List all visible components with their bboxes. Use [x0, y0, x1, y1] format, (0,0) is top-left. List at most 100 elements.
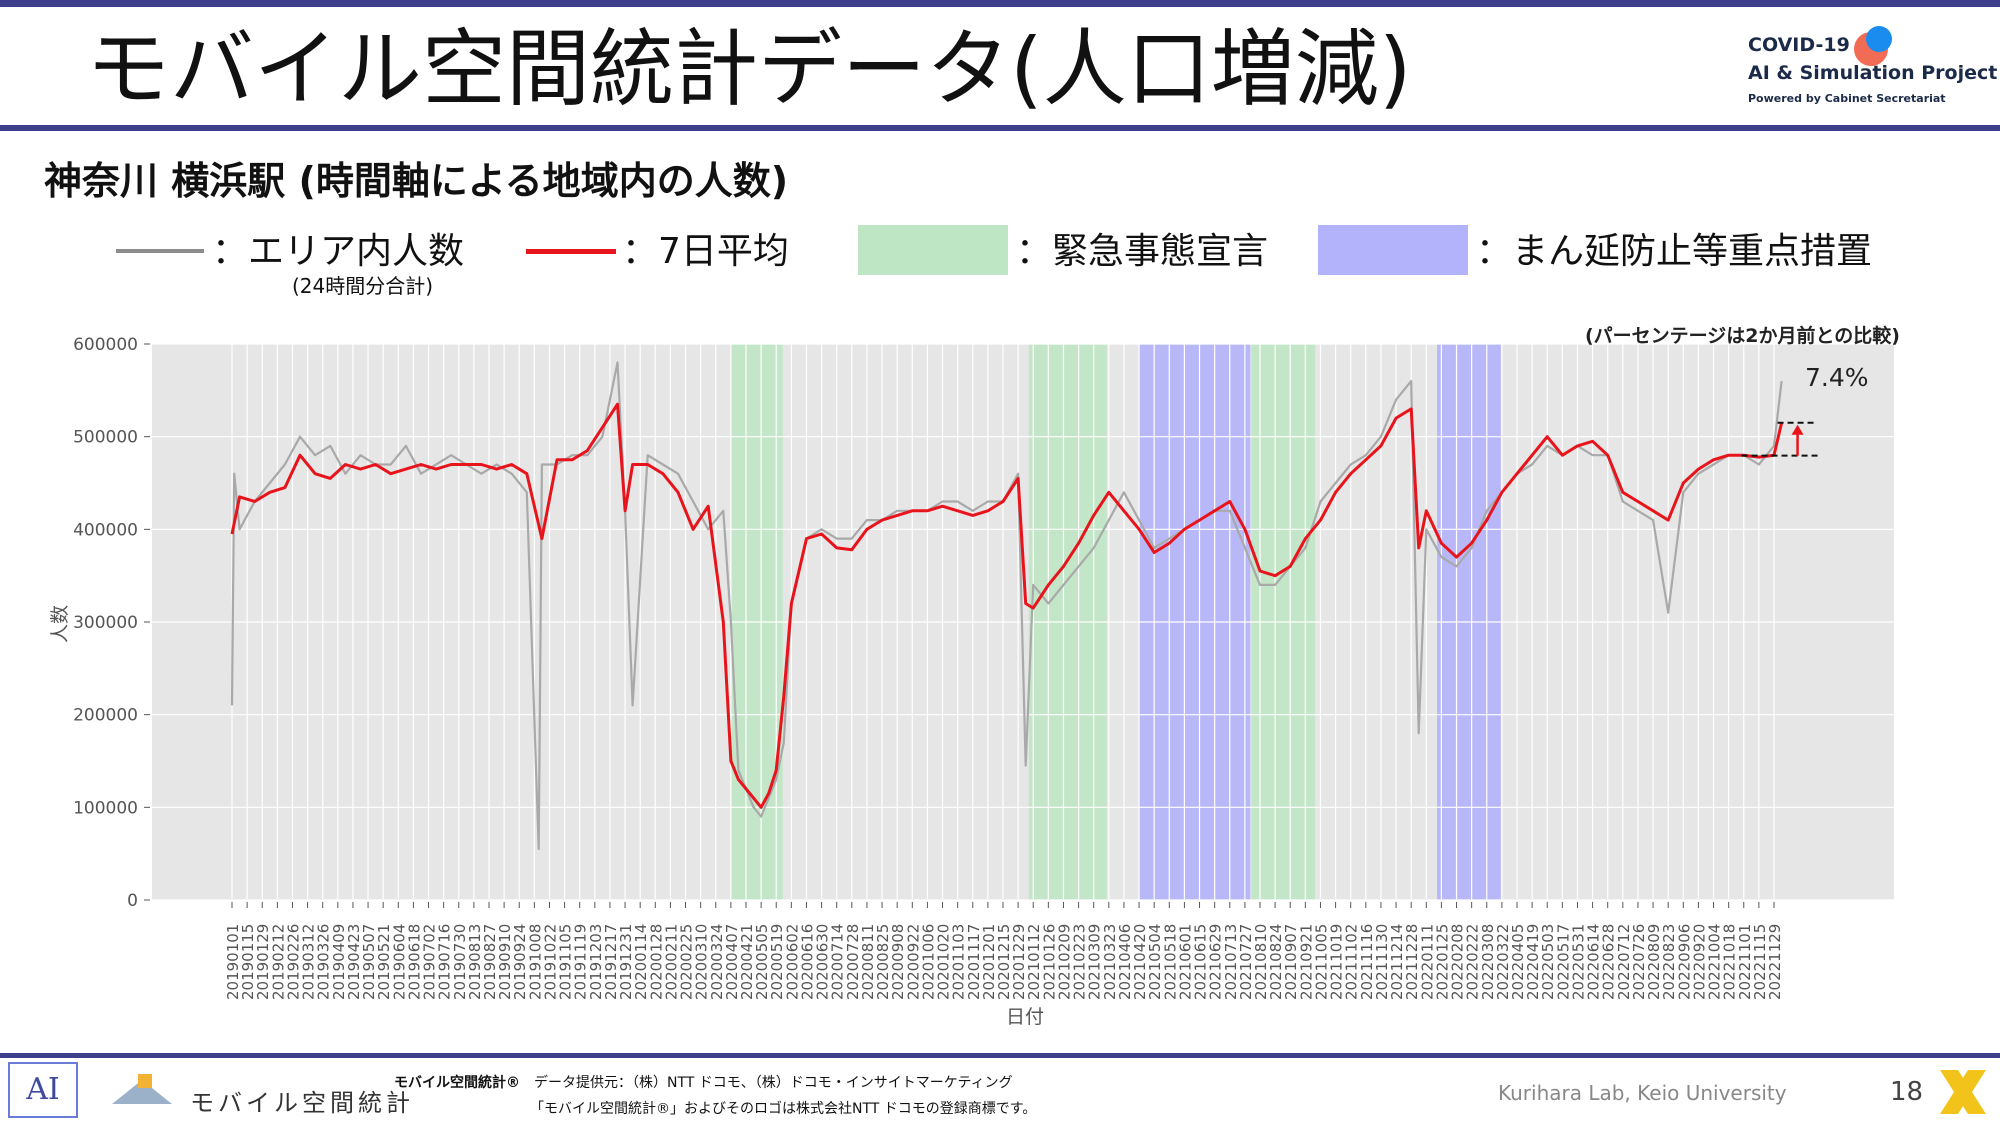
x-tick-label: 20190115: [239, 924, 257, 1000]
x-tick-label: 20200630: [814, 924, 832, 1000]
y-tick-label: 0: [127, 891, 138, 911]
x-tick-label: 20200407: [723, 924, 741, 1000]
x-tick-label: 20200128: [647, 924, 665, 1000]
x-tick-label: 20201201: [980, 924, 998, 1000]
legend-manbou-label: ：まん延防止等重点措置: [1476, 231, 1873, 272]
x-tick-label: 20210601: [1176, 924, 1194, 1000]
footer-trademark-note: 「モバイル空間統計®」およびそのロゴは株式会社NTT ドコモの登録商標です。: [530, 1101, 1037, 1117]
x-tick-label: 20220531: [1569, 924, 1587, 1000]
logo-blue-dot: [1866, 26, 1892, 52]
x-tick-label: 20191231: [617, 924, 635, 1000]
y-axis-label: 人数: [49, 605, 71, 643]
x-tick-label: 20190813: [466, 924, 484, 1000]
x-tick-label: 20191203: [587, 924, 605, 1000]
x-tick-label: 20210907: [1282, 924, 1300, 1000]
x-tick-label: 20190716: [436, 924, 454, 1000]
population-chart: 0 100000 200000 300000 400000 500000 600000 201…: [49, 324, 1900, 1028]
x-tick-label: 20210504: [1146, 924, 1164, 1000]
x-tick-label: 20220823: [1660, 924, 1678, 1000]
x-tick-label: 20220712: [1615, 924, 1633, 1000]
x-tick-label: 20191008: [526, 924, 544, 1000]
x-tick-label: 20200714: [829, 924, 847, 1000]
x-tick-label: 20200310: [693, 924, 711, 1000]
x-tick-label: 20200908: [889, 924, 907, 1000]
legend-area-line: [116, 249, 204, 253]
top-rule: [0, 0, 2000, 7]
legend-area-sub: (24時間分合計): [292, 274, 434, 298]
x-tick-label: 20220726: [1630, 924, 1648, 1000]
x-tick-label: 20190129: [254, 924, 272, 1000]
series-avg-line: [230, 402, 1784, 809]
x-tick-label: 20190226: [284, 924, 302, 1000]
x-tick-label: 20201117: [965, 924, 983, 1000]
x-tick-label: 20211019: [1328, 924, 1346, 1000]
x-tick-label: 20190212: [269, 924, 287, 1000]
y-tick-label: 500000: [73, 428, 138, 448]
legend-avg-label: ：7日平均: [622, 231, 789, 272]
footer-provider: データ提供元：（株）NTT ドコモ、（株）ドコモ・インサイトマーケティング: [534, 1075, 1013, 1091]
x-tick-label: 20200728: [844, 924, 862, 1000]
page-title: モバイル空間統計データ(人口増減): [86, 20, 1412, 118]
cube-logo-icon-accent: [138, 1074, 152, 1088]
x-tick-label: 20190702: [421, 924, 439, 1000]
legend-manbou-swatch: [1318, 225, 1468, 275]
x-tick-label: 20200811: [859, 924, 877, 1000]
x-tick-label: 20221101: [1736, 924, 1754, 1000]
x-tick-label: 20190730: [451, 924, 469, 1000]
x-tick-label: 20201020: [935, 924, 953, 1000]
x-tick-label: 20200324: [708, 924, 726, 1000]
x-tick-label: 20190409: [330, 924, 348, 1000]
x-tick-label: 20210713: [1222, 924, 1240, 1000]
x-tick-label: 20220308: [1479, 924, 1497, 1000]
x-tick-label: 20210615: [1192, 924, 1210, 1000]
x-tick-label: 20210629: [1207, 924, 1225, 1000]
x-tick-label: 20220809: [1645, 924, 1663, 1000]
x-tick-label: 20191119: [572, 924, 590, 1000]
footer-rule: [0, 1053, 2000, 1058]
x-tick-label: 20200825: [874, 924, 892, 1000]
x-tick-label: 20210112: [1025, 924, 1043, 1000]
x-tick-label: 20220906: [1675, 924, 1693, 1000]
x-tick-label: 20211130: [1373, 924, 1391, 1000]
legend-area-label: ：エリア内人数: [212, 231, 465, 272]
x-tick-label: 20200922: [904, 924, 922, 1000]
x-tick-label: 20191217: [602, 924, 620, 1000]
x-tick-label: 20190326: [315, 924, 333, 1000]
x-tick-label: 20221018: [1721, 924, 1739, 1000]
x-tick-label: 20200211: [662, 924, 680, 1000]
x-tick-label: 20220614: [1585, 924, 1603, 1000]
x-tick-label: 20220208: [1449, 924, 1467, 1000]
x-tick-label: 20210406: [1116, 924, 1134, 1000]
footer-brand: モバイル空間統計: [190, 1089, 414, 1117]
legend-emergency-label: ：緊急事態宣言: [1016, 231, 1269, 272]
legend-avg-line: [526, 249, 616, 254]
x-tick-label: 20220517: [1554, 924, 1572, 1000]
x-tick-label: 20211102: [1343, 924, 1361, 1000]
x-mark-icon: [1940, 1070, 1986, 1114]
footer-credit: Kurihara Lab, Keio University: [1498, 1081, 1787, 1105]
x-tick-label: 20200616: [798, 924, 816, 1000]
x-tick-label: 20190910: [496, 924, 514, 1000]
x-tick-label: 20190521: [375, 924, 393, 1000]
x-tick-label: 20200519: [768, 924, 786, 1000]
covid-ai-logo: COVID-19 AI & Simulation Project Powered…: [1748, 26, 1997, 114]
x-tick-label: 20210323: [1101, 924, 1119, 1000]
x-tick-label: 20220111: [1418, 924, 1436, 1000]
x-tick-label: 20191022: [541, 924, 559, 1000]
x-tick-label: 20210518: [1161, 924, 1179, 1000]
x-tick-label: 20201006: [919, 924, 937, 1000]
x-tick-label: 20190101: [224, 924, 242, 1000]
x-tick-label: 20200114: [632, 924, 650, 1000]
x-tick-label: 20211005: [1312, 924, 1330, 1000]
y-tick-label: 600000: [73, 335, 138, 355]
footer-trademark-title: モバイル空間統計®: [394, 1075, 520, 1091]
header-rule: [0, 125, 2000, 131]
x-tick-label: 20210810: [1252, 924, 1270, 1000]
x-tick-label: 20210420: [1131, 924, 1149, 1000]
x-tick-label: 20210727: [1237, 924, 1255, 1000]
x-tick-label: 20220628: [1600, 924, 1618, 1000]
x-tick-label: 20210309: [1086, 924, 1104, 1000]
x-tick-label: 20200421: [738, 924, 756, 1000]
x-tick-label: 20210126: [1040, 924, 1058, 1000]
x-tick-label: 20210223: [1071, 924, 1089, 1000]
